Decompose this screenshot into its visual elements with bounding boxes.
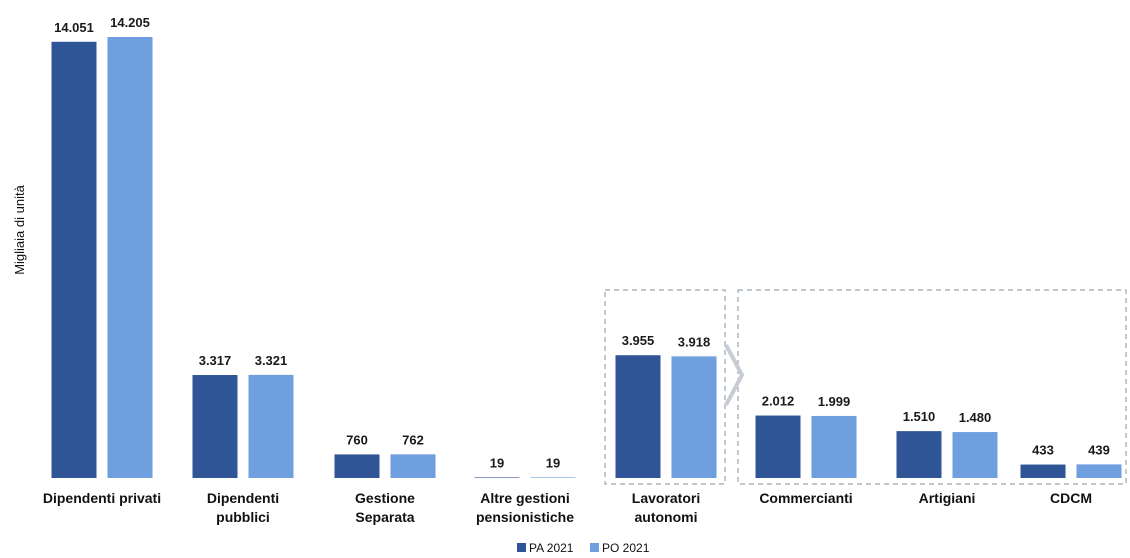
value-label: 433 [1032, 443, 1054, 458]
value-label: 3.317 [199, 353, 232, 368]
category-label: Artigiani [919, 490, 976, 506]
chevron-right-icon [724, 344, 745, 406]
category-label: pubblici [216, 509, 270, 525]
breakdown-decoration [604, 289, 1127, 485]
category-label: autonomi [635, 509, 698, 525]
bar-pa-2 [334, 454, 380, 478]
bar-pa-5 [755, 415, 801, 478]
value-label: 2.012 [762, 394, 795, 409]
autonomi-dashed-box [604, 289, 726, 485]
category-label: Dipendenti privati [43, 490, 161, 506]
legend-swatch-pa [517, 543, 526, 552]
y-axis-label: Migliaia di unità [12, 184, 27, 274]
value-label: 19 [546, 455, 560, 470]
bar-po-3 [530, 477, 576, 478]
value-label: 1.480 [959, 410, 992, 425]
value-label: 1.510 [903, 409, 936, 424]
bar-pa-6 [896, 431, 942, 478]
legend-label-pa: PA 2021 [529, 541, 574, 555]
category-label: pensionistiche [476, 509, 574, 525]
category-label: Lavoratori [632, 490, 700, 506]
value-labels-group: 14.051 14.205 3.317 3.321 760 762 19 19 3.955 3.9… [54, 15, 1110, 470]
legend: PA 2021 PO 2021 [517, 541, 650, 555]
category-label: Commercianti [759, 490, 852, 506]
bar-pa-3 [474, 477, 520, 478]
legend-swatch-po [590, 543, 599, 552]
category-label: Dipendenti [207, 490, 279, 506]
category-label: Separata [355, 509, 414, 525]
bar-po-6 [952, 432, 998, 478]
value-label: 762 [402, 432, 424, 447]
bar-po-7 [1076, 464, 1122, 478]
bar-po-5 [811, 415, 857, 478]
bar-pa-1 [192, 375, 238, 478]
value-label: 3.955 [622, 333, 655, 348]
bar-po-2 [390, 454, 436, 478]
value-label: 3.321 [255, 353, 288, 368]
category-label: Gestione [355, 490, 415, 506]
bar-pa-0 [51, 41, 97, 478]
bar-po-0 [107, 37, 153, 478]
value-label: 3.918 [678, 334, 711, 349]
bar-po-1 [248, 374, 294, 478]
value-label: 439 [1088, 442, 1110, 457]
bars-group [51, 37, 1122, 478]
category-label: Altre gestioni [480, 490, 569, 506]
value-label: 19 [490, 455, 504, 470]
bar-pa-4 [615, 355, 661, 478]
category-labels-group: Dipendenti privati Dipendenti pubblici Gest… [43, 490, 1092, 525]
value-label: 760 [346, 432, 368, 447]
bar-po-4 [671, 356, 717, 478]
value-label: 14.051 [54, 20, 94, 35]
category-label: CDCM [1050, 490, 1092, 506]
value-label: 1.999 [818, 394, 851, 409]
bar-pa-7 [1020, 464, 1066, 478]
value-label: 14.205 [110, 15, 150, 30]
breakdown-dashed-box [737, 289, 1127, 485]
legend-label-po: PO 2021 [602, 541, 650, 555]
